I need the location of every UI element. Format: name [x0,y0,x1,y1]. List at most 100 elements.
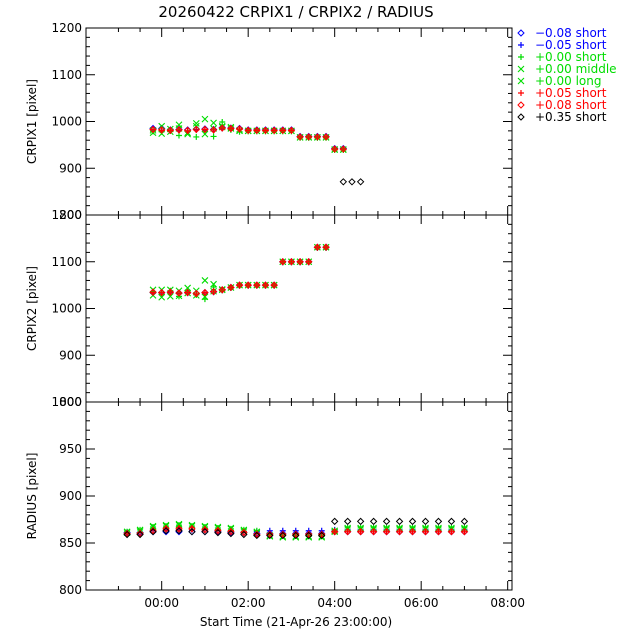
data-point [323,244,330,251]
legend-label: +0.05 short [535,86,607,100]
y-axis-label: RADIUS [pixel] [25,453,39,540]
plot-frame [85,214,513,403]
data-point [297,258,304,265]
data-point [383,528,390,535]
y-tick-label: 1100 [51,68,82,82]
data-point [210,119,217,127]
data-point [317,531,326,540]
data-point [343,528,352,536]
data-point [218,286,226,294]
data-point [448,524,455,532]
data-point [370,528,377,535]
legend-label: −0.08 short [535,26,607,40]
data-point [244,281,252,289]
y-axis-label: CRPIX2 [pixel] [25,266,39,351]
legend-label: +0.35 short [535,110,607,124]
data-point [330,517,339,526]
data-point [288,127,295,134]
y-tick-label: 950 [59,442,82,456]
data-point [305,133,313,141]
x-tick-label: 02:00 [231,596,266,610]
data-point [240,530,248,539]
data-point [460,528,469,536]
data-point [266,531,274,540]
data-point [396,524,403,532]
data-point [266,530,274,539]
data-point [313,133,322,141]
data-point [158,293,166,301]
data-point [201,528,209,536]
data-point [461,528,468,535]
y-tick-label: 900 [59,161,82,175]
data-point [296,258,304,266]
data-point [214,527,222,535]
data-point [296,133,304,141]
legend-marker [517,113,525,121]
data-point [270,281,278,289]
data-point [192,289,200,298]
data-point [192,119,200,127]
data-point [461,524,468,532]
data-point [245,282,252,289]
data-point [236,125,243,132]
data-point [162,528,170,536]
data-point [123,529,131,538]
data-point [201,526,209,534]
data-point [210,126,217,133]
data-point [175,528,183,536]
data-point [167,289,174,296]
data-point [356,517,365,526]
data-point [343,517,352,526]
data-point [158,122,166,130]
data-point [292,531,300,540]
data-point [193,133,200,140]
data-point [396,528,403,535]
data-point [183,288,192,297]
data-point [162,527,170,535]
data-point [357,528,364,535]
data-point [357,524,365,532]
data-point [175,126,182,133]
data-point [214,528,222,537]
data-point [339,145,348,153]
data-point [167,127,174,134]
data-point [209,287,218,296]
y-tick-label: 1000 [51,302,82,316]
data-point [421,528,430,536]
data-point [369,528,378,536]
data-point [292,530,300,539]
data-point [136,530,144,539]
data-point [157,288,166,297]
data-point [314,133,321,140]
data-point [123,530,131,539]
plot-frame [85,27,513,216]
data-point [210,280,217,288]
data-points [149,115,365,186]
x-tick-label: 04:00 [317,596,352,610]
data-point [218,124,226,132]
data-point [244,126,252,135]
data-point [201,115,209,123]
panel-1: 800 900 1000 1100 1200 CRPIX1 [pixel] [25,21,513,222]
legend-marker [518,54,524,60]
data-point [149,125,157,134]
data-point [305,258,313,266]
data-point [421,517,430,526]
data-point [348,178,356,186]
data-point [209,126,218,134]
data-point [175,289,183,297]
data-point [175,520,183,528]
data-point [344,524,352,532]
data-point [279,530,287,539]
data-point [279,127,286,134]
data-point [434,517,443,526]
legend-marker [517,65,525,73]
data-point [356,528,365,536]
data-point [408,528,417,536]
data-points [123,517,469,541]
data-point [409,528,416,535]
data-point [271,127,278,134]
data-point [253,127,260,134]
data-point [235,281,244,289]
data-point [395,528,404,536]
